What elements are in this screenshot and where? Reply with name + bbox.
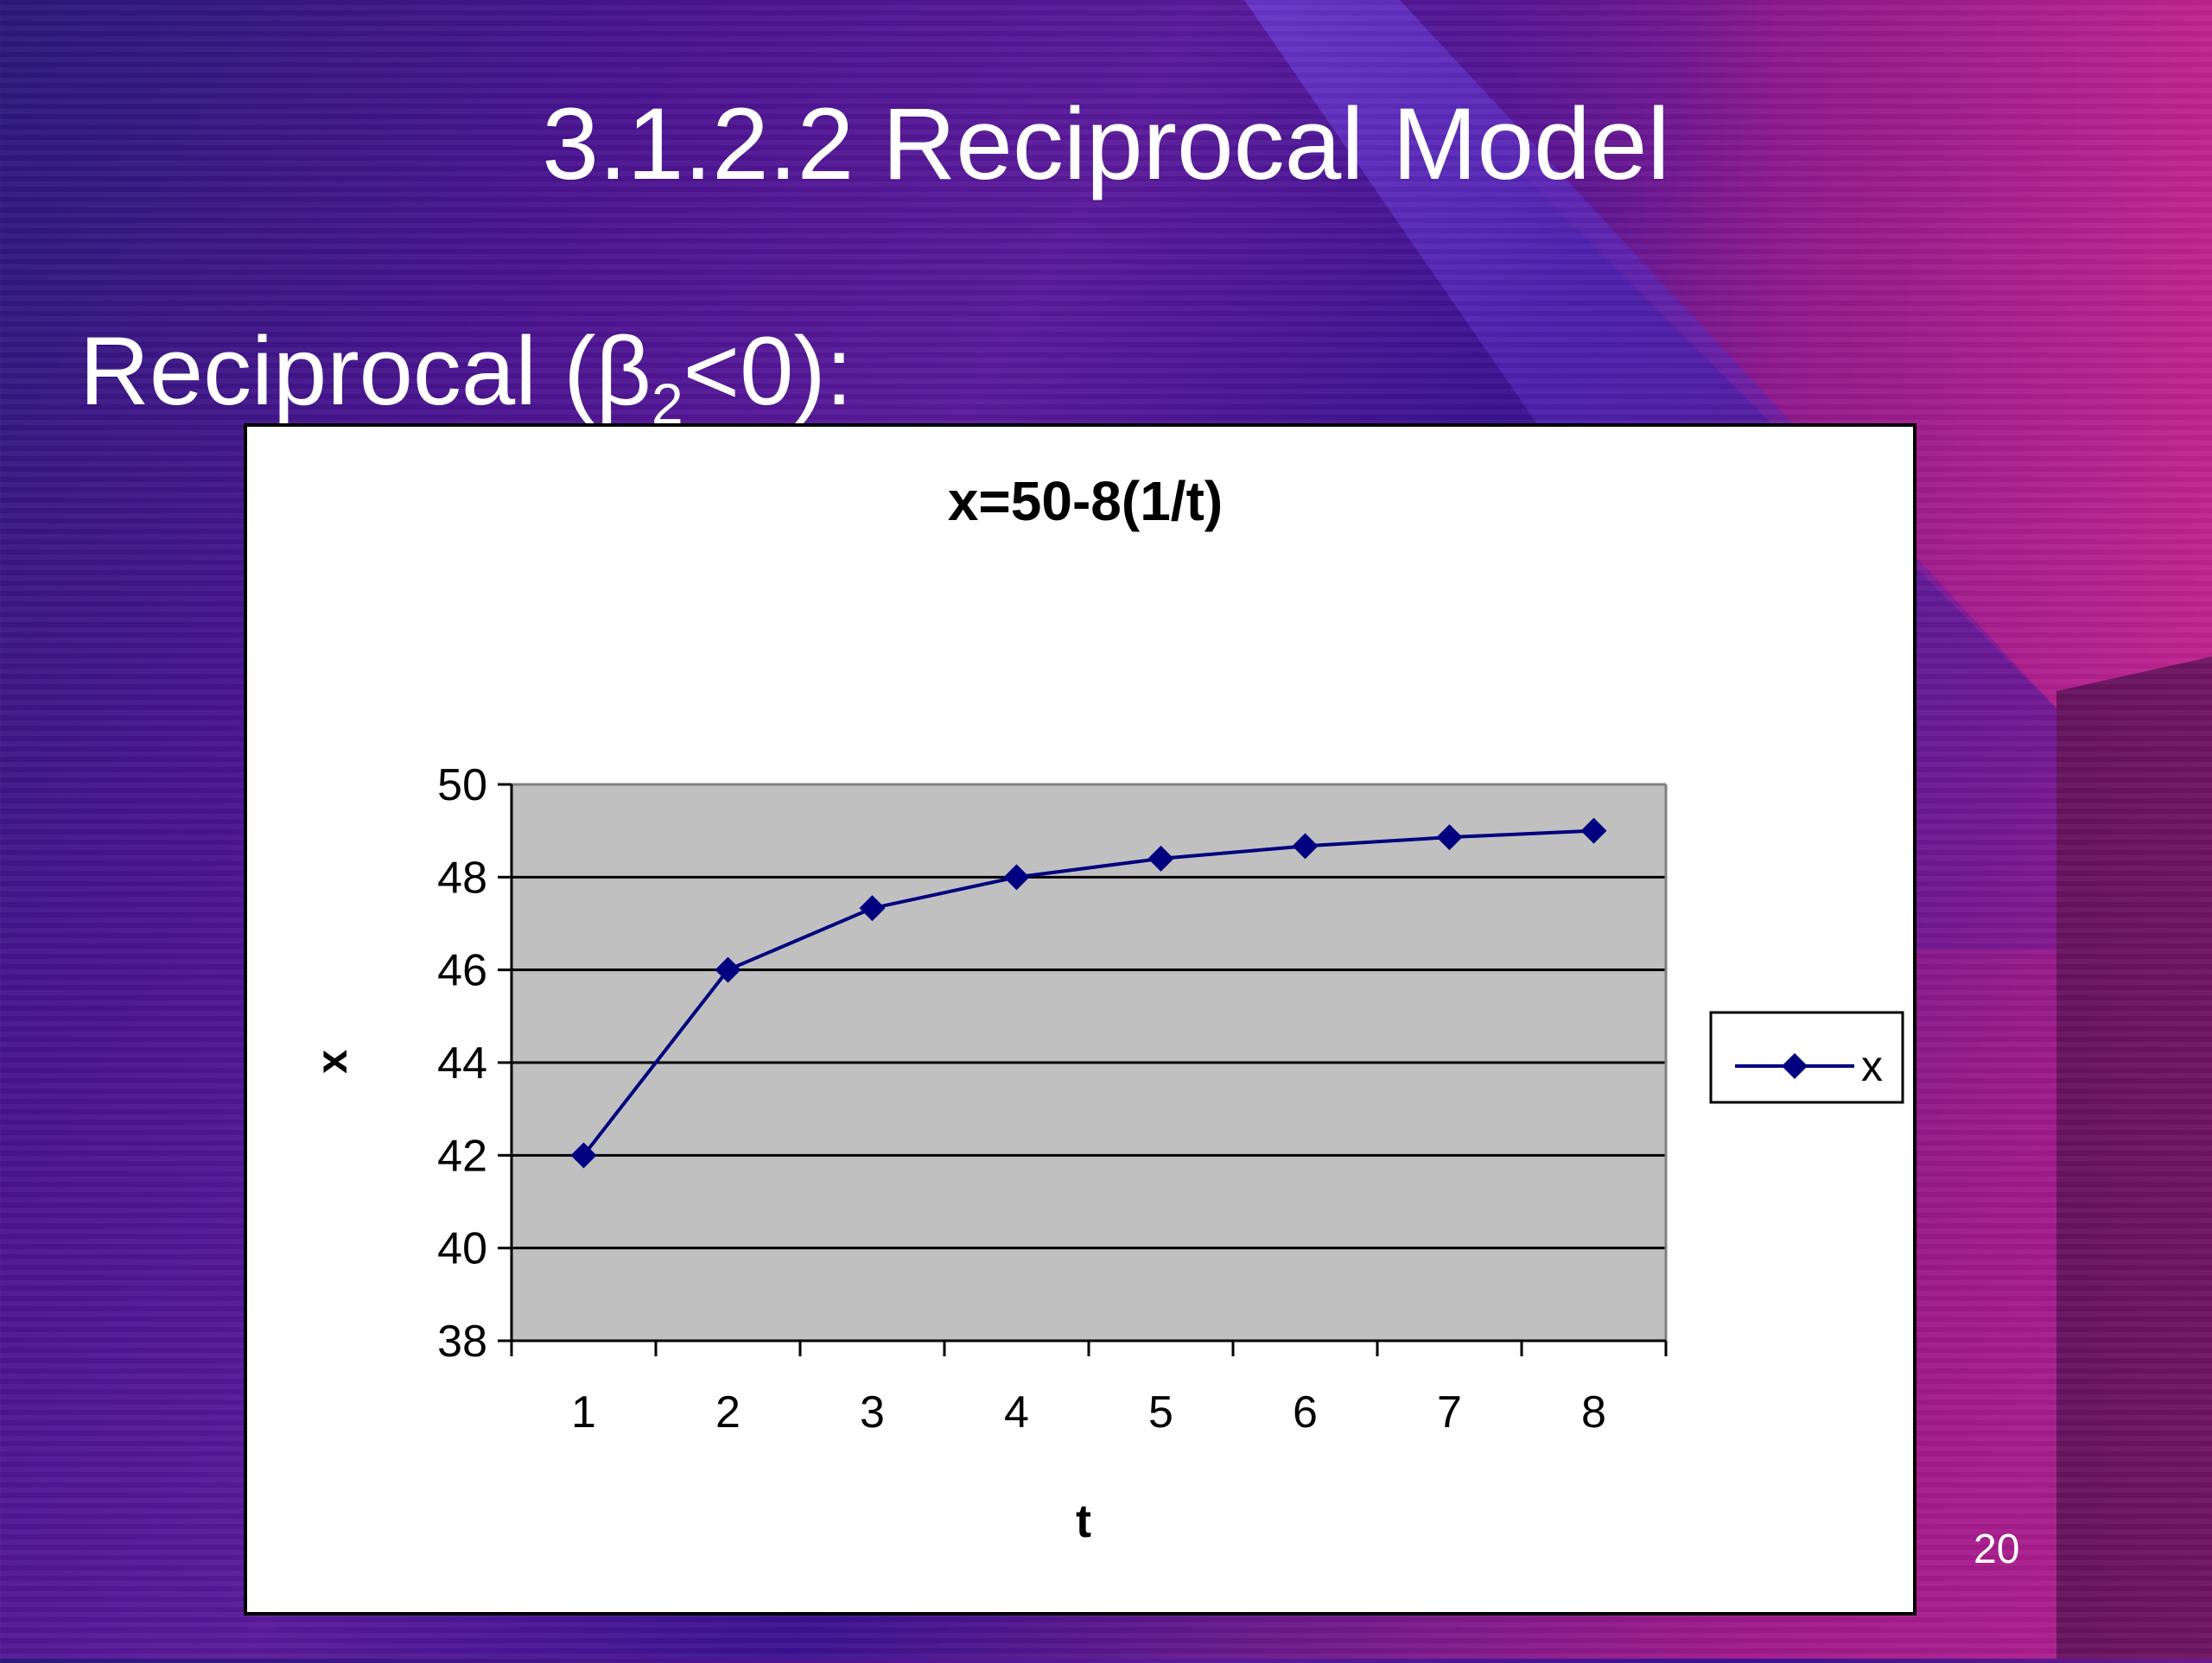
x-tick-label: 5 xyxy=(1148,1387,1173,1438)
data-point-marker xyxy=(1292,833,1319,860)
data-point-marker xyxy=(859,895,886,922)
chart-title: x=50-8(1/t) xyxy=(948,470,1223,532)
data-point-marker xyxy=(1436,824,1463,851)
bullet-text: Reciprocal (β2<0): xyxy=(79,311,853,432)
y-tick-label: 46 xyxy=(437,946,487,996)
legend: x xyxy=(1709,1011,1904,1104)
x-tick-label: 2 xyxy=(715,1387,741,1438)
x-tick-label: 6 xyxy=(1293,1387,1318,1438)
data-point-marker xyxy=(1003,864,1030,891)
series-line xyxy=(582,828,1594,1157)
plot-area: 38 40 42 44 46 48 50 1 2 3 4 5 6 7 8 xyxy=(437,760,1668,1438)
slide-title: 3.1.2.2 Reciprocal Model xyxy=(542,87,1670,201)
y-axis-label: x xyxy=(308,1050,356,1074)
x-tick-label: 7 xyxy=(1437,1387,1462,1438)
data-point-marker xyxy=(1147,845,1174,872)
x-tick-label: 3 xyxy=(860,1387,885,1438)
y-tick-label: 44 xyxy=(437,1038,487,1089)
x-tick-label: 4 xyxy=(1004,1387,1029,1438)
chart-svg: x=50-8(1/t) x t 38 40 42 44 46 48 50 1 2 3 4 5 6 7 8 x xyxy=(308,470,1904,1547)
legend-label: x xyxy=(1861,1042,1883,1090)
chart-container: x=50-8(1/t) x t 38 40 42 44 46 48 50 1 2 3 4 5 6 7 8 x xyxy=(244,423,1916,1615)
x-axis-label: t xyxy=(1076,1495,1091,1547)
bullet-main: Reciprocal (β xyxy=(79,317,652,425)
bullet-tail: <0): xyxy=(683,317,853,425)
y-tick-label: 38 xyxy=(437,1317,487,1367)
y-tick-label: 40 xyxy=(437,1224,487,1274)
data-point-marker xyxy=(1580,817,1607,844)
bullet-subscript: 2 xyxy=(651,371,683,435)
x-tick-label: 8 xyxy=(1581,1387,1606,1438)
x-tick-label: 1 xyxy=(571,1387,596,1438)
y-tick-label: 42 xyxy=(437,1131,487,1181)
legend-marker xyxy=(1782,1053,1808,1079)
page-number: 20 xyxy=(1974,1527,2020,1572)
y-tick-label: 50 xyxy=(437,760,487,810)
y-tick-label: 48 xyxy=(437,853,487,903)
data-point-marker xyxy=(715,956,741,983)
legend-box xyxy=(1709,1011,1904,1104)
data-point-marker xyxy=(570,1142,597,1169)
